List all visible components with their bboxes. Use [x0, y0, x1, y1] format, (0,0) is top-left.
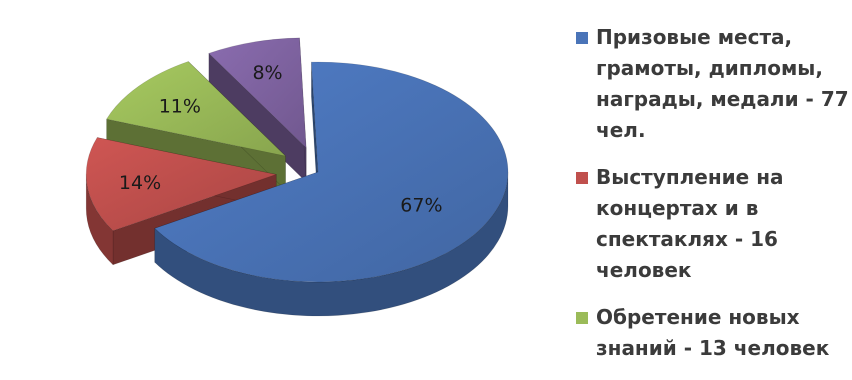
legend-swatch-knowledge [576, 312, 588, 324]
slice-value-label-performances: 14% [119, 172, 161, 194]
slice-value-label-other: 8% [252, 62, 282, 84]
slice-top-performances [85, 137, 277, 232]
legend-label-performances: Выступление на концертах и в спектаклях … [596, 165, 784, 282]
legend-item-performances: Выступление на концертах и в спектаклях … [574, 162, 850, 286]
slice-value-label-knowledge: 11% [159, 96, 201, 118]
legend-item-prizes: Призовые места, грамоты, дипломы, наград… [574, 22, 850, 146]
legend-swatch-prizes [576, 32, 588, 44]
pie-slice-prizes: 67% [154, 61, 509, 317]
pie-slice-other: 8% [208, 37, 307, 183]
pie-slice-performances: 14% [85, 137, 277, 266]
legend-label-prizes: Призовые места, грамоты, дипломы, наград… [596, 25, 849, 142]
legend-item-knowledge: Обретение новых знаний - 13 человек [574, 302, 850, 364]
slice-top-prizes [154, 61, 509, 283]
chart-legend: Призовые места, грамоты, дипломы, наград… [574, 22, 850, 380]
legend-swatch-performances [576, 172, 588, 184]
slice-top-other [208, 37, 307, 149]
pie-chart-plot: 8% 11% 14% 67% [85, 37, 509, 317]
legend-label-knowledge: Обретение новых знаний - 13 человек [596, 305, 830, 360]
slice-top-knowledge [106, 61, 286, 157]
slice-value-label-prizes: 67% [400, 195, 442, 217]
